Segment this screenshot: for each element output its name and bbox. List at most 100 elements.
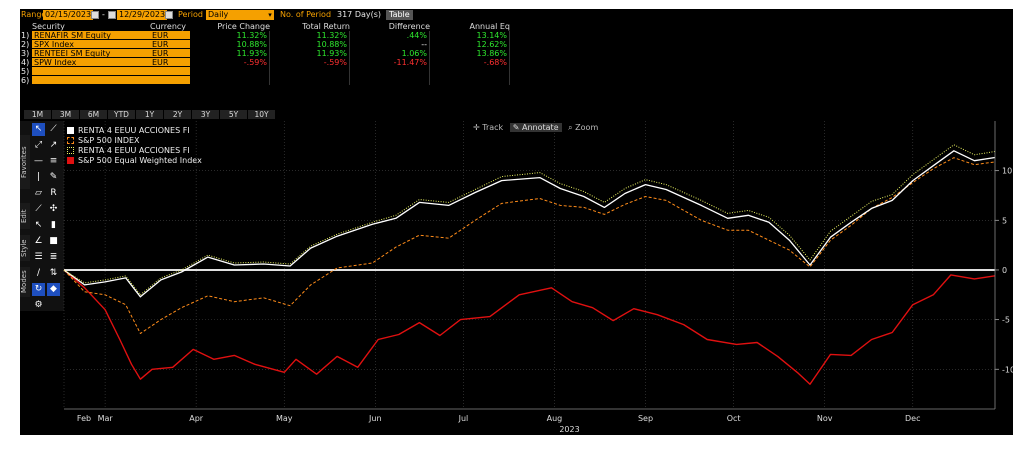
- period-button-2y[interactable]: 2Y: [164, 110, 191, 119]
- series-line-4: [63, 269, 996, 385]
- cell-security[interactable]: [32, 76, 150, 85]
- vertical-line-icon[interactable]: |: [36, 172, 41, 182]
- cell-annual-eq: 13.86%: [430, 49, 510, 58]
- cell-security[interactable]: SPX Index: [32, 40, 150, 49]
- angle-icon[interactable]: ∠: [34, 236, 43, 246]
- legend-entry: RENTA 4 EEUU ACCIONES FI: [67, 146, 202, 156]
- draw-line-icon[interactable]: ⟋: [50, 124, 57, 134]
- cell-difference: -11.47%: [350, 58, 430, 67]
- y-tick-label: 10: [1002, 167, 1012, 176]
- zoom-button[interactable]: Zoom: [575, 123, 599, 132]
- table-button[interactable]: Table: [386, 10, 413, 20]
- x-tick-label: Jul: [458, 414, 469, 423]
- fill-color-icon[interactable]: ■: [49, 236, 58, 246]
- cell-annual-eq: 13.14%: [430, 31, 510, 40]
- row-index: 4): [21, 58, 30, 67]
- cell-security[interactable]: RENTEEI SM Equity: [32, 49, 150, 58]
- period-button-1m[interactable]: 1M: [24, 110, 51, 119]
- pen-icon[interactable]: ✎: [49, 172, 58, 182]
- col-header-total-return: Total Return: [302, 22, 350, 31]
- cell-difference: 1.06%: [350, 49, 430, 58]
- row-index: 5): [21, 67, 30, 76]
- period-button-5y[interactable]: 5Y: [220, 110, 247, 119]
- period-button-ytd[interactable]: YTD: [108, 110, 135, 119]
- col-header-annual-eq: Annual Eq: [469, 22, 510, 31]
- range-end-input[interactable]: 12/29/2023: [117, 10, 168, 20]
- table-row[interactable]: 3) RENTEEI SM Equity EUR 11.93% 11.93% 1.06% 1…: [20, 49, 1013, 58]
- cell-price-change: [190, 67, 270, 76]
- cell-difference: --: [350, 40, 430, 49]
- annotate-button[interactable]: ✎ Annotate: [509, 123, 562, 132]
- line-style-icon[interactable]: ☰: [34, 252, 43, 262]
- ray-icon[interactable]: ↗: [49, 140, 58, 150]
- calendar-icon[interactable]: [165, 11, 173, 19]
- cell-currency[interactable]: EUR: [150, 49, 190, 58]
- row-index: 6): [21, 76, 30, 85]
- col-header-security: Security: [32, 22, 65, 31]
- cell-total-return: -.59%: [270, 58, 350, 67]
- line-weight-icon[interactable]: ≣: [49, 252, 58, 262]
- cell-security[interactable]: SPW Index: [32, 58, 150, 67]
- fibonacci-icon[interactable]: ≡: [49, 156, 58, 166]
- period-select[interactable]: Daily: [206, 10, 268, 20]
- nperiod-label: No. of Period: [280, 10, 332, 19]
- pencil-mode-icon[interactable]: ∕: [36, 268, 41, 278]
- cursor-icon[interactable]: ↖: [34, 220, 43, 230]
- table-row[interactable]: 2) SPX Index EUR 10.88% 10.88% -- 12.62%: [20, 40, 1013, 49]
- cell-security[interactable]: RENAFIR SM Equity: [32, 31, 150, 40]
- x-tick-label: Feb: [77, 414, 91, 423]
- cell-total-return: 11.32%: [270, 31, 350, 40]
- cell-currency[interactable]: EUR: [150, 58, 190, 67]
- trash-icon[interactable]: ▮: [51, 220, 56, 230]
- move-icon[interactable]: ✣: [49, 204, 58, 214]
- eraser-icon[interactable]: ⟋: [35, 204, 42, 214]
- cell-price-change: [190, 76, 270, 85]
- snap-icon[interactable]: ⇅: [49, 268, 58, 278]
- chevron-down-icon[interactable]: ▾: [266, 10, 274, 20]
- refresh-icon[interactable]: ↻: [32, 283, 45, 296]
- period-button-10y[interactable]: 10Y: [248, 110, 275, 119]
- table-row[interactable]: 4) SPW Index EUR -.59% -.59% -11.47% -.68%: [20, 58, 1013, 67]
- col-header-difference: Difference: [388, 22, 430, 31]
- gear-icon[interactable]: ⚙: [34, 300, 43, 310]
- cell-annual-eq: [430, 67, 510, 76]
- x-tick-label: Sep: [638, 414, 653, 423]
- color-picker-icon[interactable]: ◆: [47, 283, 60, 296]
- track-icon[interactable]: ✛: [473, 123, 480, 132]
- text-tool-icon[interactable]: R: [50, 188, 57, 198]
- cell-currency[interactable]: EUR: [150, 40, 190, 49]
- trendline-icon[interactable]: ⤢: [34, 140, 43, 150]
- range-start-input[interactable]: 02/15/2023: [43, 10, 94, 20]
- range-separator: -: [102, 10, 105, 19]
- zoom-icon[interactable]: ⌕: [568, 123, 573, 132]
- period-button-1y[interactable]: 1Y: [136, 110, 163, 119]
- period-button-3y[interactable]: 3Y: [192, 110, 219, 119]
- table-row[interactable]: 6): [20, 76, 1013, 85]
- range-label: Range: [21, 10, 47, 19]
- legend-swatch: [67, 127, 74, 134]
- x-tick-label: Dec: [905, 414, 920, 423]
- calendar-icon[interactable]: [108, 11, 116, 19]
- securities-table: Security Currency Price Change Total Ret…: [20, 22, 1013, 112]
- cell-security[interactable]: [32, 67, 150, 76]
- period-button-6m[interactable]: 6M: [80, 110, 107, 119]
- cell-total-return: [270, 67, 350, 76]
- cell-difference: [350, 76, 430, 85]
- pointer-icon[interactable]: ↖: [32, 123, 45, 136]
- table-row[interactable]: 5): [20, 67, 1013, 76]
- track-button[interactable]: Track: [482, 123, 504, 132]
- cell-price-change: 10.88%: [190, 40, 270, 49]
- horizontal-line-icon[interactable]: —: [34, 156, 43, 166]
- cell-currency[interactable]: EUR: [150, 31, 190, 40]
- table-row[interactable]: 1) RENAFIR SM Equity EUR 11.32% 11.32% .44% 13…: [20, 31, 1013, 40]
- performance-chart: -10 -5 0 5 10 Feb Mar Apr May Jun Jul Aug Sep Oct Nov…: [63, 121, 1013, 434]
- legend-swatch: [67, 147, 74, 154]
- cell-price-change: 11.32%: [190, 31, 270, 40]
- period-button-3m[interactable]: 3M: [52, 110, 79, 119]
- chart-legend: RENTA 4 EEUU ACCIONES FI S&P 500 INDEX R…: [67, 126, 202, 166]
- calendar-icon[interactable]: [91, 11, 99, 19]
- cell-currency[interactable]: [150, 67, 190, 76]
- channel-icon[interactable]: ▱: [35, 188, 42, 198]
- cell-currency[interactable]: [150, 76, 190, 85]
- cell-total-return: [270, 76, 350, 85]
